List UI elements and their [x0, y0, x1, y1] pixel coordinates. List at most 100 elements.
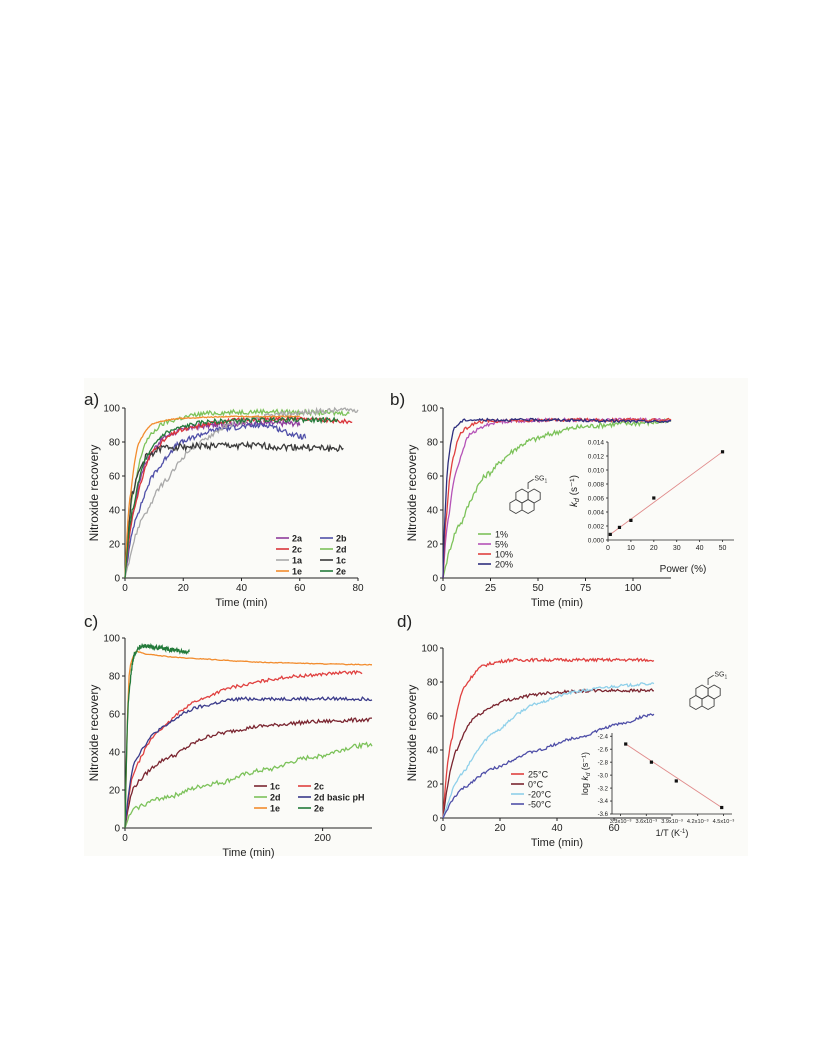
inset-x-axis-label: Power (%): [660, 564, 707, 575]
inset-fit-line: [610, 451, 723, 535]
y-tick-label: 20: [427, 780, 439, 791]
series-line-1a: [124, 406, 359, 579]
legend-label: 1%: [495, 530, 508, 540]
inset-y-tick-label: 0.012: [588, 454, 605, 461]
series-line--20-C: [442, 682, 655, 819]
series-line-1c: [124, 440, 344, 579]
legend-label: 2d: [336, 545, 347, 555]
x-axis-label: Time (min): [215, 597, 267, 609]
inset-y-tick-label: -3.4: [598, 799, 609, 805]
legend-label: 2d basic pH: [314, 793, 365, 803]
inset-x-tick-label: 4.5x10⁻³: [713, 819, 735, 825]
chart-panel-d: 0 20 40 60 0 20 40 60 80 100 Time (min) Nitroxide r…: [397, 612, 734, 849]
series-line-25-C: [442, 656, 655, 819]
series-line-20-: [442, 417, 672, 579]
inset-x-tick-label: 3.3x10⁻³: [610, 819, 632, 825]
series-line-2e: [124, 642, 190, 829]
y-tick-label: 80: [109, 438, 121, 449]
y-tick-label: 100: [103, 404, 120, 415]
series-line--50-C: [442, 713, 655, 819]
inset-chart: 0 10 20 30 40 50 0.000 0.002 0.004 0.006 0.008 0.01…: [569, 440, 734, 575]
inset-y-tick-label: 0.010: [588, 468, 605, 475]
inset-y-tick-label: -3.0: [598, 773, 609, 779]
pyrene-linker: [527, 478, 534, 489]
inset-x-tick-label: 0: [606, 545, 610, 552]
x-tick-label: 100: [625, 583, 642, 594]
x-axis-label: Time (min): [222, 847, 274, 859]
series-line-2d: [124, 407, 350, 579]
series-line-10-: [442, 417, 672, 579]
y-tick-label: 0: [432, 814, 438, 825]
legend-label: 2a: [292, 534, 303, 544]
y-tick-label: 100: [421, 644, 438, 655]
chart-panel-c: 0 200 0 20 40 60 80 100 Time (min) Nitroxide reco…: [84, 612, 373, 859]
inset-data-point: [624, 742, 628, 746]
x-tick-label: 60: [608, 823, 620, 834]
x-tick-label: 40: [236, 583, 248, 594]
legend-label: 5%: [495, 540, 508, 550]
inset-fit-line: [625, 743, 722, 808]
y-tick-label: 100: [421, 404, 438, 415]
inset-x-axis-label: 1/T (K-1): [656, 828, 689, 838]
y-tick-label: 60: [109, 710, 121, 721]
y-axis-label: Nitroxide recovery: [405, 445, 419, 542]
x-tick-label: 60: [294, 583, 306, 594]
y-tick-label: 40: [109, 506, 121, 517]
y-tick-label: 40: [109, 748, 121, 759]
x-tick-label: 25: [485, 583, 497, 594]
inset-data-point: [674, 779, 678, 783]
legend-label: 2c: [314, 782, 324, 792]
chart-panel-a: 0 20 40 60 80 0 20 40 60 80 100 Time (min) Nitroxide…: [84, 390, 364, 609]
legend-label: 2b: [336, 534, 347, 544]
y-axis-label: Nitroxide recovery: [87, 685, 101, 782]
x-axis-label: Time (min): [531, 597, 583, 609]
legend-label: 2c: [292, 545, 302, 555]
x-tick-label: 0: [122, 583, 128, 594]
inset-data-point: [720, 805, 724, 810]
legend-label: 1a: [292, 556, 303, 566]
pyrene-linker: [707, 674, 714, 685]
legend-label: 10%: [495, 550, 513, 560]
series-line-0-C: [442, 687, 654, 819]
inset-x-tick-label: 10: [627, 545, 635, 552]
legend-label: 2d: [270, 793, 281, 803]
legend-label: 2e: [336, 567, 346, 577]
inset-y-tick-label: -3.2: [598, 786, 609, 792]
y-tick-label: 60: [427, 712, 439, 723]
inset-chart: 3.3x10⁻³ 3.6x10⁻³ 3.9x10⁻³ 4.2x10⁻³ 4.5x10⁻³…: [580, 733, 734, 838]
inset-y-tick-label: -2.4: [598, 734, 609, 740]
y-tick-label: 20: [427, 540, 439, 551]
panel-label: d): [397, 612, 412, 631]
inset-y-tick-label: 0.014: [588, 440, 605, 447]
x-tick-label: 50: [532, 583, 544, 594]
y-tick-label: 60: [109, 472, 121, 483]
x-tick-label: 40: [551, 823, 563, 834]
y-tick-label: 80: [427, 438, 439, 449]
series-line-1c: [124, 716, 372, 829]
legend-label: 1c: [270, 782, 280, 792]
inset-y-tick-label: -2.6: [598, 747, 609, 753]
pyrene-ring: [689, 694, 703, 711]
y-tick-label: 60: [427, 472, 439, 483]
legend-label: 25°C: [528, 770, 549, 780]
inset-y-tick-label: 0.008: [588, 482, 605, 489]
inset-y-tick-label: 0.004: [588, 510, 605, 517]
panel-label: c): [84, 612, 98, 631]
y-tick-label: 20: [109, 540, 121, 551]
y-tick-label: 80: [427, 678, 439, 689]
x-tick-label: 20: [494, 823, 506, 834]
series-line-1-: [442, 418, 672, 579]
y-tick-label: 100: [103, 634, 120, 645]
y-axis-label: Nitroxide recovery: [87, 445, 101, 542]
y-axis-label: Nitroxide recovery: [405, 685, 419, 782]
inset-y-tick-label: -2.8: [598, 760, 609, 766]
panel-label: a): [84, 390, 99, 409]
y-tick-label: 40: [427, 506, 439, 517]
y-tick-label: 20: [109, 786, 121, 797]
inset-y-tick-label: 0.002: [588, 524, 605, 531]
pyrene-ring: [509, 498, 523, 515]
series-line-2e: [124, 415, 339, 579]
series-line-2b: [124, 421, 307, 579]
